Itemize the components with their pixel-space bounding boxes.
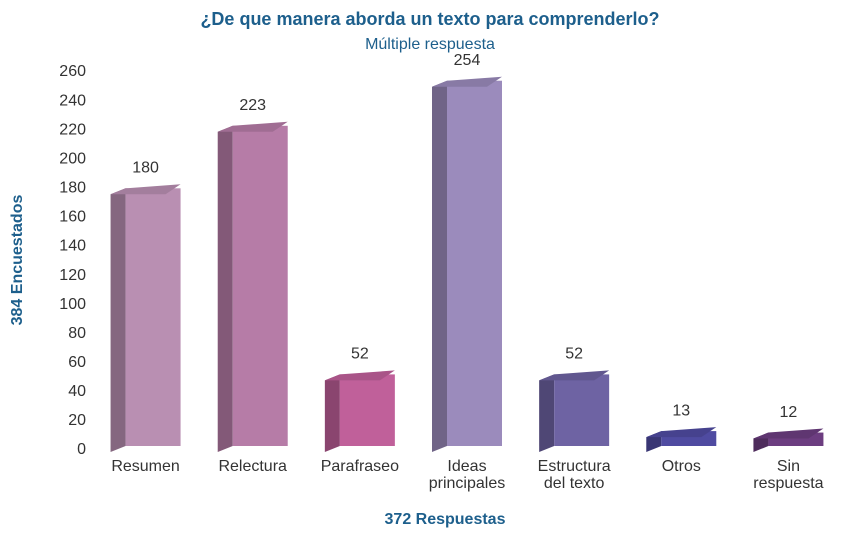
y-tick-label: 0 xyxy=(77,441,86,458)
bar-top xyxy=(217,121,288,132)
y-tick-label: 100 xyxy=(59,296,86,313)
chart-title: ¿De que manera aborda un texto para comp… xyxy=(200,9,659,29)
y-tick-label: 220 xyxy=(59,121,86,138)
y-tick-label: 180 xyxy=(59,180,86,197)
bar xyxy=(554,374,610,446)
x-tick-label: Sin respuesta xyxy=(753,458,824,492)
y-tick-label: 40 xyxy=(68,383,86,400)
y-tick-label: 260 xyxy=(59,63,86,80)
bar-top xyxy=(646,427,717,438)
y-tick-label: 240 xyxy=(59,92,86,109)
value-label: 223 xyxy=(239,97,266,114)
x-tick-label: Resumen xyxy=(111,458,180,475)
bar xyxy=(125,188,181,447)
bar-top xyxy=(753,428,824,439)
bar-side xyxy=(110,188,126,453)
bar-side xyxy=(539,374,555,452)
y-tick-label: 140 xyxy=(59,238,86,255)
bar-side xyxy=(217,125,233,453)
y-tick-label: 120 xyxy=(59,267,86,284)
y-axis-label: 384 Encuestados xyxy=(9,195,26,326)
value-label: 180 xyxy=(132,160,159,177)
y-tick-label: 160 xyxy=(59,209,86,226)
x-tick-label: Otros xyxy=(661,458,701,475)
bar-top xyxy=(110,184,181,195)
bar-side xyxy=(324,374,340,452)
y-tick-label: 80 xyxy=(68,325,86,342)
bar-side xyxy=(432,80,447,452)
x-tick-label: Relectura xyxy=(218,458,287,475)
chart-subtitle: Múltiple respuesta xyxy=(365,36,495,53)
x-tick-label: Parafraseo xyxy=(320,458,399,475)
value-label: 12 xyxy=(780,404,798,421)
bar-top xyxy=(324,370,395,381)
bar xyxy=(447,80,502,446)
x-tick-label: Estructura del texto xyxy=(537,458,611,492)
bar xyxy=(232,125,288,447)
value-label: 254 xyxy=(454,52,481,69)
value-label: 52 xyxy=(565,346,583,363)
x-axis-label: 372 Respuestas xyxy=(385,511,506,528)
value-label: 52 xyxy=(351,346,369,363)
x-tick-label: Ideas principales xyxy=(428,458,506,492)
value-label: 13 xyxy=(672,402,690,419)
bar-top xyxy=(432,76,502,87)
y-tick-label: 20 xyxy=(68,412,86,429)
y-tick-label: 200 xyxy=(59,150,86,167)
bar-top xyxy=(539,370,610,381)
y-tick-label: 60 xyxy=(68,354,86,371)
bar xyxy=(339,374,395,446)
